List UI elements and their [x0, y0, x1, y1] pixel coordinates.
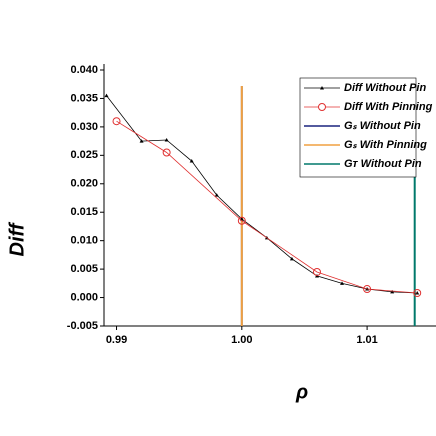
y-tick-label: 0.020 — [70, 178, 98, 190]
x-tick-label: 1.00 — [231, 334, 252, 346]
point — [363, 285, 372, 294]
point — [189, 159, 194, 163]
series-line — [116, 120, 418, 294]
y-tick-label: -0.005 — [67, 320, 98, 332]
y-tick-label: 0.015 — [70, 206, 98, 218]
point — [214, 193, 219, 197]
point — [164, 137, 169, 142]
legend-label: Diff With Pinning — [344, 101, 433, 113]
x-axis-label: ρ — [295, 381, 308, 403]
y-tick-label: 0.010 — [70, 235, 98, 247]
x-tick-label: 1.01 — [356, 334, 377, 346]
legend-marker — [320, 86, 324, 90]
x-tick-label: 0.99 — [106, 334, 127, 346]
legend-label: Diff Without Pin — [344, 82, 426, 94]
point — [340, 281, 345, 285]
y-axis-label: Diff — [6, 221, 28, 256]
legend-label: Gₛ Without Pin — [344, 120, 421, 132]
point — [237, 216, 246, 225]
legend-label: Gᴛ Without Pin — [344, 158, 422, 170]
point — [413, 289, 422, 298]
y-tick-label: 0.000 — [70, 291, 98, 303]
y-tick-label: 0.040 — [70, 64, 98, 76]
point — [112, 117, 121, 126]
point — [289, 256, 294, 261]
y-tick-label: 0.035 — [70, 92, 98, 104]
legend-label: Gₛ With Pinning — [344, 139, 427, 151]
legend-marker — [318, 103, 326, 111]
point — [139, 139, 144, 143]
y-tick-label: 0.025 — [70, 149, 98, 161]
point — [104, 93, 109, 98]
point — [162, 148, 171, 157]
legend-box — [299, 77, 417, 178]
point — [312, 267, 321, 276]
y-tick-label: 0.030 — [70, 121, 98, 133]
y-tick-label: 0.005 — [70, 263, 98, 275]
point — [390, 289, 395, 294]
